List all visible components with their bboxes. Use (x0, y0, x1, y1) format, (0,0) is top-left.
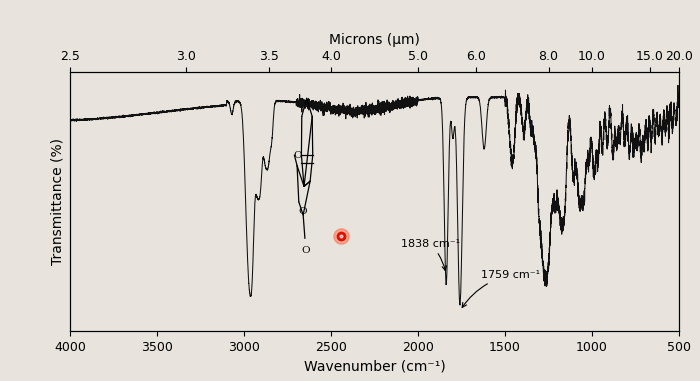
Y-axis label: Transmittance (%): Transmittance (%) (50, 138, 64, 266)
Text: 1838 cm⁻¹: 1838 cm⁻¹ (400, 239, 460, 271)
X-axis label: Wavenumber (cm⁻¹): Wavenumber (cm⁻¹) (304, 360, 445, 374)
Text: O: O (294, 151, 302, 160)
X-axis label: Microns (μm): Microns (μm) (329, 33, 420, 47)
Text: O: O (301, 246, 309, 255)
Text: 1759 cm⁻¹: 1759 cm⁻¹ (462, 270, 540, 307)
Text: O: O (298, 207, 307, 216)
